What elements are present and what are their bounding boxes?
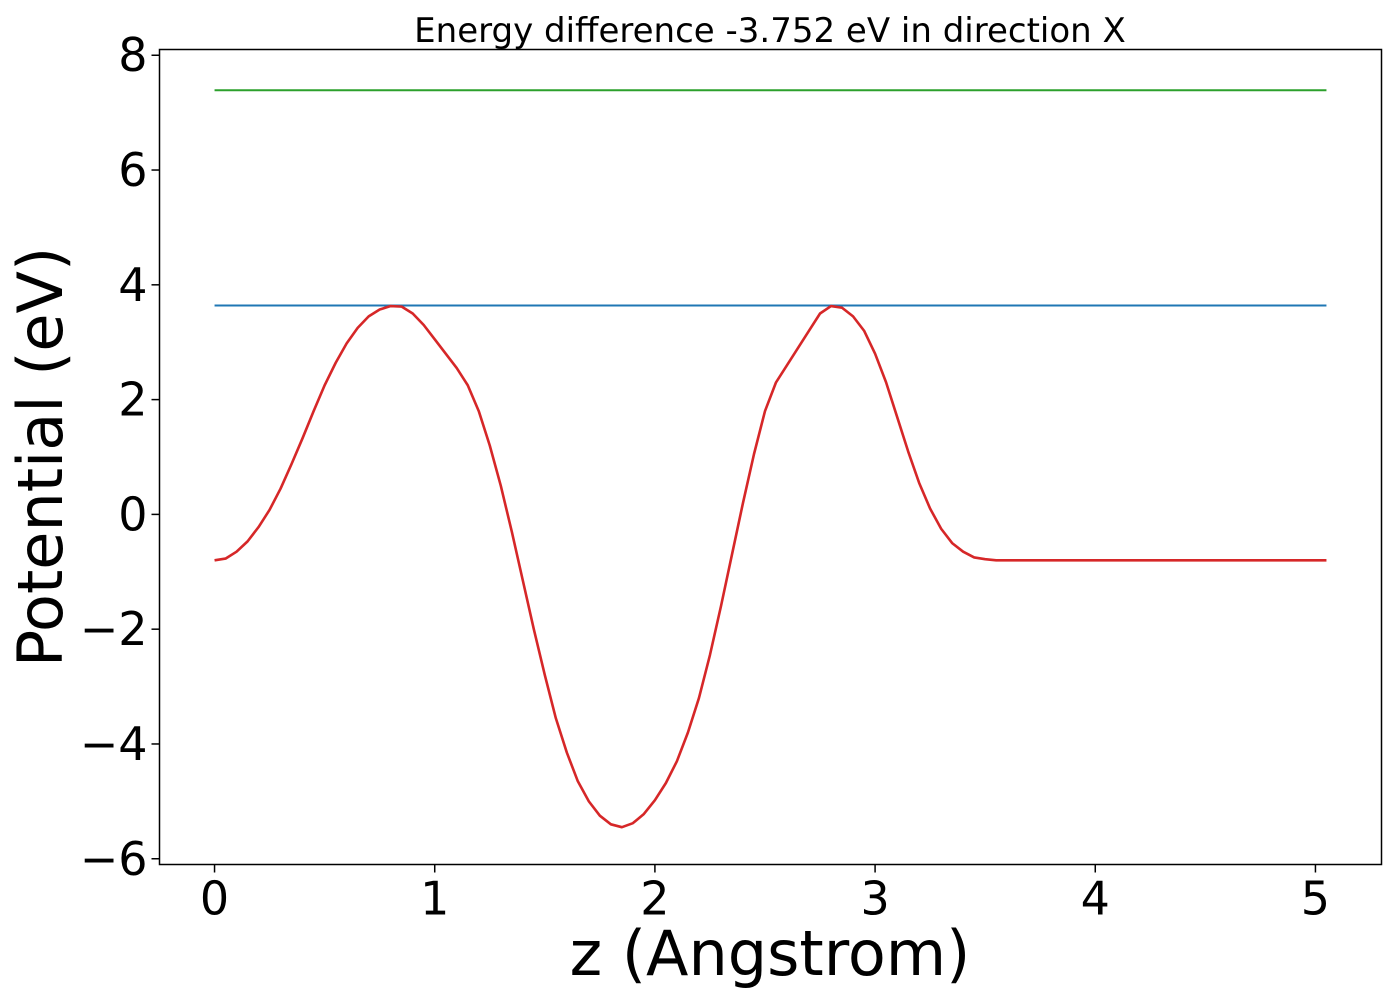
y-tick-label: 2 bbox=[118, 373, 147, 427]
y-tick-label: 4 bbox=[118, 258, 147, 312]
y-axis-label: Potential (eV) bbox=[4, 247, 77, 667]
y-tick-label: −2 bbox=[80, 602, 148, 656]
x-tick-label: 0 bbox=[200, 872, 229, 926]
y-tick-label: 6 bbox=[118, 143, 147, 197]
x-axis-label: z (Angstrom) bbox=[570, 917, 971, 990]
y-tick-label: −6 bbox=[80, 832, 148, 886]
plot-frame bbox=[158, 48, 1383, 866]
x-tick-label: 4 bbox=[1081, 872, 1110, 926]
series-line-3 bbox=[214, 304, 1327, 829]
x-axis: 0 1 2 3 4 5 bbox=[200, 864, 1330, 926]
x-tick-label: 5 bbox=[1301, 872, 1330, 926]
y-tick-label: 0 bbox=[118, 487, 147, 541]
x-tick-label: 2 bbox=[640, 872, 669, 926]
series-lines bbox=[214, 89, 1327, 829]
chart-title: Energy difference -3.752 eV in direction… bbox=[414, 11, 1126, 51]
x-tick-label: 1 bbox=[420, 872, 449, 926]
y-tick-label: −4 bbox=[80, 717, 148, 771]
x-tick-label: 3 bbox=[860, 872, 889, 926]
y-tick-label: 8 bbox=[118, 28, 147, 82]
y-axis: −6 −4 −2 0 2 4 6 8 bbox=[80, 28, 160, 886]
